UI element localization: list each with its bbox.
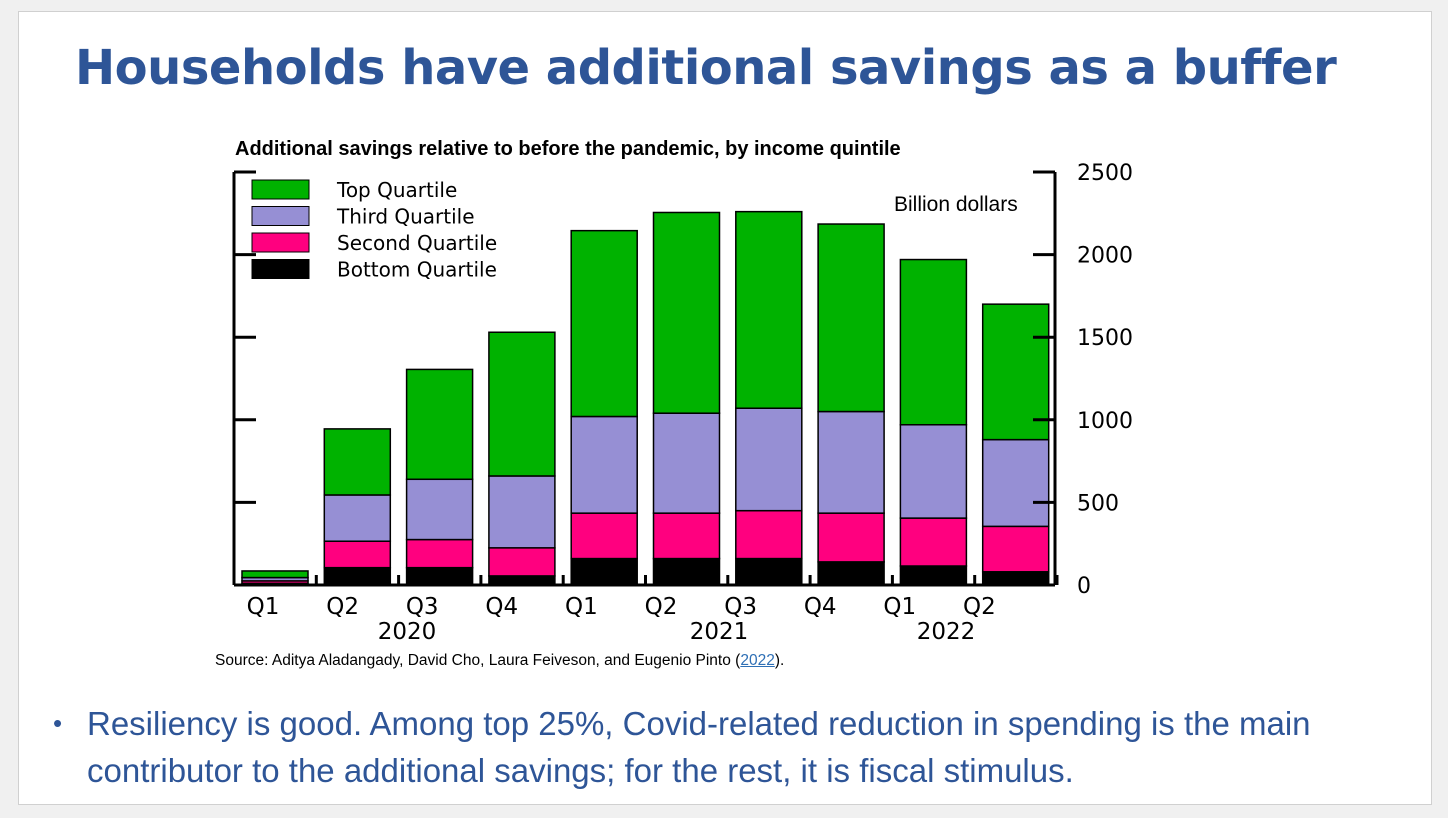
bar-segment-third-quartile-9	[981, 438, 1050, 528]
bar-segment-bottom-quartile-9	[981, 571, 1050, 586]
x-tick-label-0: Q1	[247, 594, 280, 620]
source-text-end: ).	[774, 652, 785, 669]
bar-segment-top-quartile-9	[981, 303, 1050, 441]
bar-segment-second-quartile-1	[323, 540, 392, 569]
bar-segment-third-quartile-1	[323, 494, 392, 542]
bar-segment-top-quartile-1	[323, 428, 392, 496]
x-tick-label-3: Q4	[485, 594, 518, 620]
bar-segment-second-quartile-7	[817, 512, 885, 563]
bar-segment-bottom-quartile-8	[899, 565, 968, 586]
bullet-marker: •	[53, 708, 63, 738]
y-tick-label-0: 0	[1077, 574, 1091, 599]
y-tick-label-500: 500	[1077, 491, 1119, 516]
year-label-2022: 2022	[917, 619, 976, 645]
bar-segment-third-quartile-6	[735, 407, 803, 512]
bar-segment-second-quartile-5	[652, 512, 721, 560]
bar-segment-bottom-quartile-7	[817, 561, 885, 586]
bar-segment-top-quartile-6	[735, 210, 803, 409]
y-axis-unit-label: Billion dollars	[894, 193, 1018, 216]
x-tick-label-9: Q2	[963, 594, 996, 620]
axes-layer	[232, 170, 1059, 587]
bar-segment-third-quartile-2	[405, 478, 474, 541]
bullet-item: Resiliency is good. Among top 25%, Covid…	[87, 705, 1311, 789]
bar-segment-top-quartile-2	[405, 368, 474, 481]
x-tick-label-8: Q1	[883, 594, 916, 620]
bar-segment-top-quartile-5	[652, 211, 721, 414]
bar-segment-top-quartile-3	[488, 331, 556, 477]
y-tick-label-2500: 2500	[1077, 161, 1133, 186]
bar-segment-top-quartile-8	[899, 258, 968, 426]
y-tick-label-2000: 2000	[1077, 244, 1133, 269]
y-tick-label-1000: 1000	[1077, 409, 1133, 434]
source-citation: Source: Aditya Aladangady, David Cho, La…	[215, 652, 784, 670]
x-tick-label-5: Q2	[645, 594, 678, 620]
bar-segment-bottom-quartile-5	[652, 557, 721, 586]
bar-segment-top-quartile-7	[817, 223, 885, 413]
bar-segment-bottom-quartile-6	[735, 557, 803, 586]
legend-swatch-third-quartile	[251, 206, 310, 226]
x-tick-label-1: Q2	[326, 594, 359, 620]
x-tick-label-6: Q3	[724, 594, 757, 620]
legend-label-top-quartile: Top Quartile	[336, 178, 457, 202]
legend-swatch-second-quartile	[251, 232, 310, 253]
legend-swatch-top-quartile	[251, 179, 310, 200]
legend-label-third-quartile: Third Quartile	[336, 205, 475, 229]
y-tick-label-1500: 1500	[1077, 326, 1133, 351]
legend-swatch-bottom-quartile	[251, 259, 310, 279]
chart-title: Additional savings relative to before th…	[235, 138, 901, 160]
bar-segment-bottom-quartile-2	[405, 566, 474, 586]
bar-segment-third-quartile-8	[899, 424, 968, 519]
bar-segment-second-quartile-8	[899, 517, 968, 567]
bar-segment-second-quartile-2	[405, 538, 474, 569]
bar-segment-third-quartile-3	[488, 475, 556, 549]
bar-segment-third-quartile-7	[817, 410, 885, 514]
bar-segment-second-quartile-4	[570, 512, 638, 560]
bar-segment-top-quartile-0	[241, 570, 309, 579]
source-year-link[interactable]: 2022	[740, 652, 775, 669]
slide: Households have additional savings as a …	[18, 11, 1432, 805]
slide-title: Households have additional savings as a …	[75, 40, 1337, 96]
bars-layer	[241, 210, 1050, 586]
bar-segment-third-quartile-4	[570, 415, 638, 514]
bar-segment-second-quartile-9	[981, 525, 1050, 573]
bar-segment-bottom-quartile-4	[570, 557, 638, 586]
x-tick-label-4: Q1	[565, 594, 598, 620]
axis-labels: 0 500 1000 1500 2000 2500 Q1 Q2 Q3 Q4 Q1 Q2 Q3 Q4 Q1 Q2…	[247, 161, 1133, 645]
bar-segment-second-quartile-3	[488, 547, 556, 577]
source-text: Source: Aditya Aladangady, David Cho, La…	[215, 652, 741, 669]
bar-segment-second-quartile-6	[735, 509, 803, 560]
bar-segment-third-quartile-5	[652, 412, 721, 514]
year-label-2021: 2021	[690, 619, 749, 645]
legend-label-bottom-quartile: Bottom Quartile	[337, 258, 497, 282]
year-label-2020: 2020	[378, 619, 437, 645]
x-tick-label-2: Q3	[406, 594, 439, 620]
x-tick-label-7: Q4	[804, 594, 837, 620]
legend-label-second-quartile: Second Quartile	[337, 231, 497, 255]
bar-segment-top-quartile-4	[570, 229, 638, 418]
bar-segment-bottom-quartile-1	[323, 566, 392, 586]
